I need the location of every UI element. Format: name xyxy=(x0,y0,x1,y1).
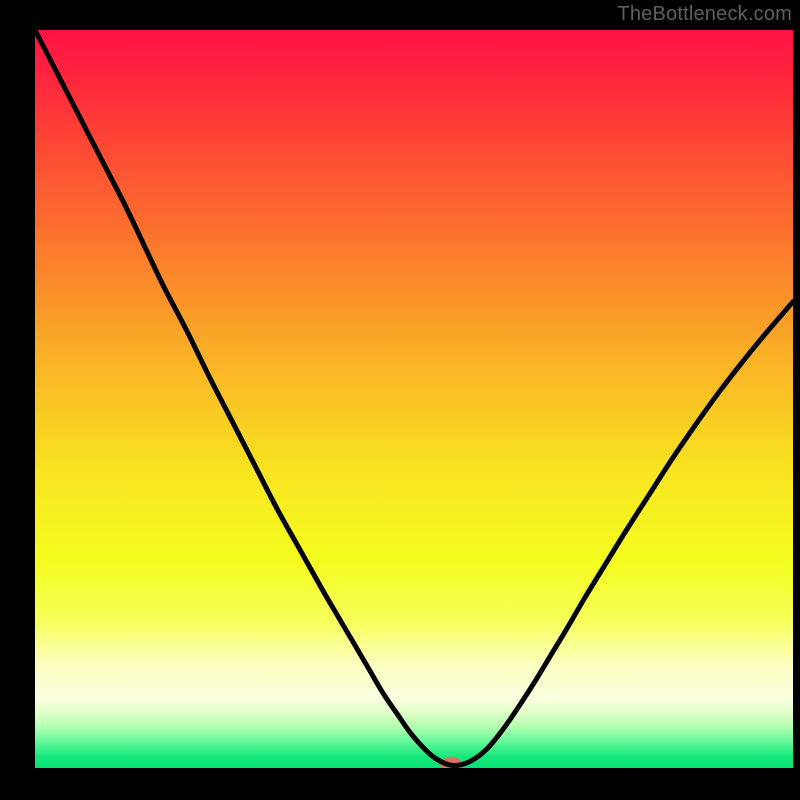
chart-frame: TheBottleneck.com xyxy=(0,0,800,800)
bottleneck-chart xyxy=(0,0,800,800)
plot-background xyxy=(35,30,793,768)
watermark-label: TheBottleneck.com xyxy=(617,3,792,26)
